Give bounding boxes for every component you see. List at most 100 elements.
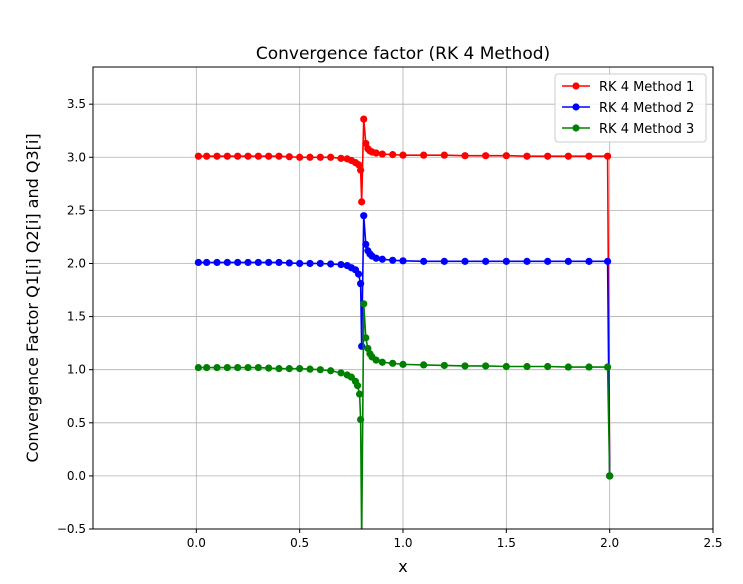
data-point bbox=[585, 363, 593, 371]
y-axis-label: Convergence Factor Q1[i] Q2[i] and Q3[i] bbox=[23, 133, 42, 462]
y-tick-label: 1.0 bbox=[67, 363, 86, 377]
data-point bbox=[285, 259, 293, 267]
data-point bbox=[194, 258, 202, 267]
data-point bbox=[544, 362, 552, 371]
data-point bbox=[337, 369, 345, 377]
data-point bbox=[544, 152, 552, 160]
series-3 bbox=[194, 300, 614, 529]
data-point bbox=[353, 382, 362, 390]
data-point bbox=[265, 152, 273, 160]
data-point bbox=[399, 360, 407, 368]
x-tick-label: 2.0 bbox=[600, 536, 619, 550]
data-point bbox=[461, 152, 469, 160]
data-point bbox=[523, 152, 531, 160]
data-point bbox=[254, 258, 262, 267]
x-tick-label: 0.5 bbox=[290, 536, 309, 550]
legend-label: RK 4 Method 1 bbox=[599, 80, 694, 95]
y-tick-label: 3.0 bbox=[67, 150, 86, 164]
data-point bbox=[306, 153, 314, 161]
data-point bbox=[362, 334, 370, 342]
data-point bbox=[440, 361, 448, 370]
data-point bbox=[606, 472, 614, 480]
data-point bbox=[358, 342, 366, 350]
data-point bbox=[502, 152, 510, 160]
data-point bbox=[254, 152, 262, 160]
data-point bbox=[285, 365, 293, 373]
data-point bbox=[296, 365, 304, 373]
data-point bbox=[234, 152, 242, 160]
data-point bbox=[358, 198, 366, 206]
x-tick-label: 1.5 bbox=[497, 536, 516, 550]
legend-label: RK 4 Method 3 bbox=[599, 122, 694, 137]
data-point bbox=[604, 363, 612, 371]
data-point bbox=[420, 151, 428, 159]
data-point bbox=[213, 363, 221, 372]
y-tick-label: 2.5 bbox=[67, 203, 86, 217]
data-point bbox=[585, 152, 593, 160]
data-point bbox=[461, 362, 469, 370]
data-point bbox=[316, 366, 324, 374]
data-point bbox=[275, 258, 283, 267]
data-point bbox=[254, 363, 262, 372]
ticks: 0.0 0.5 1.0 1.5 2.0 2.5 −0.5 0.0 0.5 1.0 1.5 2.0 2.5… bbox=[57, 97, 723, 550]
data-point bbox=[440, 151, 448, 159]
data-point bbox=[461, 257, 469, 265]
data-point bbox=[378, 255, 386, 263]
data-point bbox=[223, 258, 231, 267]
data-point bbox=[275, 365, 283, 373]
data-point bbox=[360, 115, 368, 123]
data-point bbox=[564, 257, 572, 265]
legend-item: RK 4 Method 3 bbox=[562, 122, 694, 137]
data-point bbox=[244, 363, 252, 372]
legend: RK 4 Method 1 RK 4 Method 2 RK 4 Method 3 bbox=[554, 73, 707, 143]
data-point bbox=[356, 390, 364, 398]
data-point bbox=[337, 154, 345, 162]
data-point bbox=[296, 153, 304, 161]
data-point bbox=[564, 152, 572, 160]
data-point bbox=[378, 358, 386, 366]
data-point bbox=[203, 258, 211, 267]
legend-marker bbox=[572, 82, 580, 90]
data-point bbox=[564, 363, 572, 371]
data-point bbox=[234, 363, 242, 372]
data-point bbox=[285, 153, 293, 161]
x-tick-label: 2.5 bbox=[703, 536, 722, 550]
legend-item: RK 4 Method 1 bbox=[562, 80, 694, 95]
legend-box bbox=[554, 73, 707, 143]
data-point bbox=[316, 259, 324, 268]
data-point bbox=[399, 257, 407, 265]
data-point bbox=[244, 152, 252, 160]
data-point bbox=[213, 152, 221, 160]
data-point bbox=[399, 151, 407, 159]
data-point bbox=[372, 254, 380, 262]
data-point bbox=[420, 257, 428, 265]
data-point bbox=[234, 258, 242, 267]
data-point bbox=[378, 150, 386, 158]
data-point bbox=[194, 363, 202, 372]
data-point bbox=[523, 257, 531, 265]
data-point bbox=[389, 151, 397, 159]
y-tick-label: 2.0 bbox=[67, 256, 86, 270]
y-tick-label: 0.5 bbox=[67, 416, 86, 430]
data-point bbox=[440, 257, 448, 265]
legend-marker bbox=[572, 124, 580, 132]
data-point bbox=[357, 416, 365, 424]
plot-area bbox=[194, 115, 614, 529]
data-point bbox=[306, 365, 314, 373]
data-point bbox=[223, 363, 231, 372]
x-tick-label: 1.0 bbox=[393, 536, 412, 550]
y-tick-label: 3.5 bbox=[67, 97, 86, 111]
data-point bbox=[203, 363, 211, 372]
data-point bbox=[362, 240, 370, 248]
data-point bbox=[544, 257, 552, 265]
data-point bbox=[327, 153, 335, 161]
data-point bbox=[244, 258, 252, 267]
x-tick-label: 0.0 bbox=[187, 536, 206, 550]
data-point bbox=[337, 260, 345, 269]
legend-marker bbox=[572, 103, 580, 111]
y-tick-label: −0.5 bbox=[57, 522, 86, 536]
data-point bbox=[502, 257, 510, 265]
data-point bbox=[420, 361, 428, 369]
data-point bbox=[372, 149, 380, 157]
data-point bbox=[194, 152, 202, 160]
